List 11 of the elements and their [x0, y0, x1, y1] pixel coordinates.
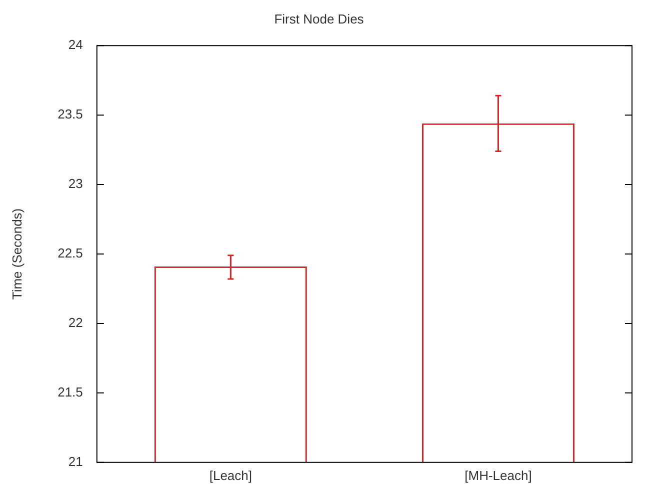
y-axis-title: Time (Seconds) — [9, 208, 24, 300]
y-tick-label: 21.5 — [58, 384, 83, 400]
y-tick-label: 22.5 — [58, 246, 83, 261]
y-tick-label: 21 — [68, 454, 83, 469]
x-tick-label: [MH-Leach] — [464, 468, 532, 483]
chart-title: First Node Dies — [274, 11, 364, 26]
y-tick-label: 24 — [68, 37, 83, 52]
x-tick-label: [Leach] — [209, 468, 252, 483]
y-tick-label: 23.5 — [58, 106, 83, 122]
y-tick-label: 23 — [68, 176, 83, 192]
y-tick-label: 22 — [68, 315, 83, 330]
